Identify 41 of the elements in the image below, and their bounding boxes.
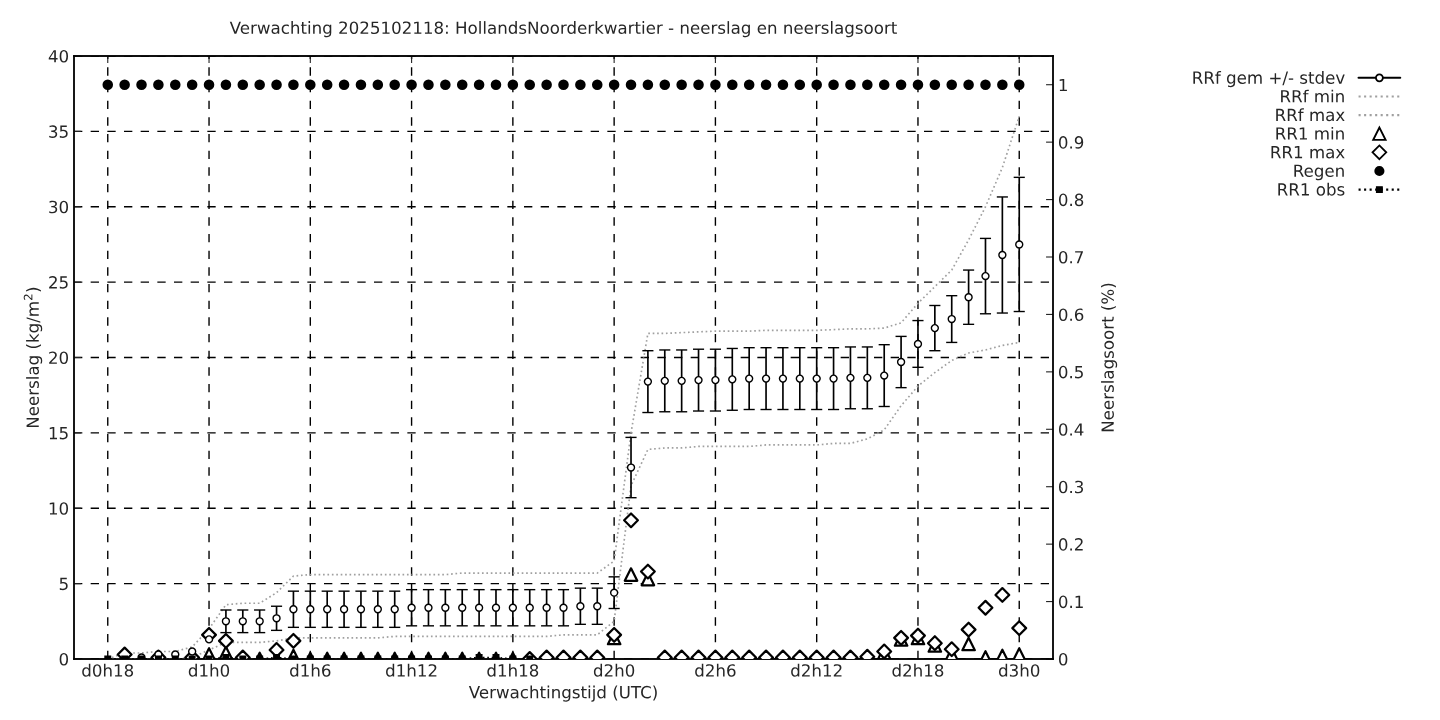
y-tick-label: 35 bbox=[49, 125, 68, 138]
y2-tick-label: 1 bbox=[1059, 78, 1067, 92]
chart-title: Verwachting 2025102118: HollandsNoorderkwartier - neerslag en neerslagsoort bbox=[229, 21, 897, 38]
y2-tick-label: 0.5 bbox=[1058, 365, 1083, 379]
y2-tick-label: 0.8 bbox=[1058, 193, 1084, 207]
y2-tick-label: 0.1 bbox=[1058, 595, 1083, 609]
y2-tick-label: 0.4 bbox=[1058, 423, 1084, 436]
x-tick-label: d2h18 bbox=[892, 663, 944, 677]
x-axis-title: Verwachtingstijd (UTC) bbox=[468, 685, 657, 702]
y2-tick-label: 0.7 bbox=[1058, 250, 1083, 264]
y-tick-label: 40 bbox=[48, 49, 69, 63]
y2-axis-title: Neerslagsoort (%) bbox=[1101, 283, 1118, 432]
legend-label: RRf min bbox=[1281, 89, 1344, 103]
y-tick-label: 0 bbox=[59, 652, 69, 666]
legend-label: RR1 obs bbox=[1278, 182, 1345, 196]
y-tick-label: 25 bbox=[49, 276, 68, 289]
x-tick-label: d1h0 bbox=[188, 663, 230, 677]
y-tick-label: 30 bbox=[49, 200, 69, 214]
x-tick-label: d1h12 bbox=[386, 663, 437, 677]
y2-tick-label: 0.9 bbox=[1058, 136, 1084, 149]
x-tick-label: d0h18 bbox=[82, 663, 134, 677]
y-tick-label: 20 bbox=[49, 351, 69, 365]
x-tick-label: d3h0 bbox=[998, 663, 1040, 677]
y-tick-label: 5 bbox=[59, 577, 68, 591]
y-tick-label: 10 bbox=[49, 502, 69, 515]
y-tick-label: 15 bbox=[49, 427, 68, 440]
y-axis-title: Neerslag (kg/m$^{2}$) bbox=[23, 287, 43, 428]
x-tick-label: d2h12 bbox=[791, 663, 842, 677]
y2-tick-label: 0.6 bbox=[1058, 308, 1084, 321]
legend-label: RR1 min bbox=[1276, 126, 1344, 140]
x-tick-label: d2h0 bbox=[593, 663, 635, 677]
y2-tick-label: 0.2 bbox=[1058, 538, 1083, 551]
y2-tick-label: 0 bbox=[1058, 652, 1068, 666]
legend-label: Regen bbox=[1294, 164, 1344, 181]
x-tick-label: d1h18 bbox=[487, 663, 539, 677]
x-tick-label: d1h6 bbox=[290, 663, 331, 677]
y2-tick-label: 0.3 bbox=[1058, 480, 1084, 494]
legend-label: RRf max bbox=[1276, 108, 1345, 122]
legend-label: RR1 max bbox=[1271, 146, 1345, 159]
x-tick-label: d2h6 bbox=[695, 663, 736, 677]
legend-label: RRf gem +/- stdev bbox=[1193, 71, 1345, 88]
